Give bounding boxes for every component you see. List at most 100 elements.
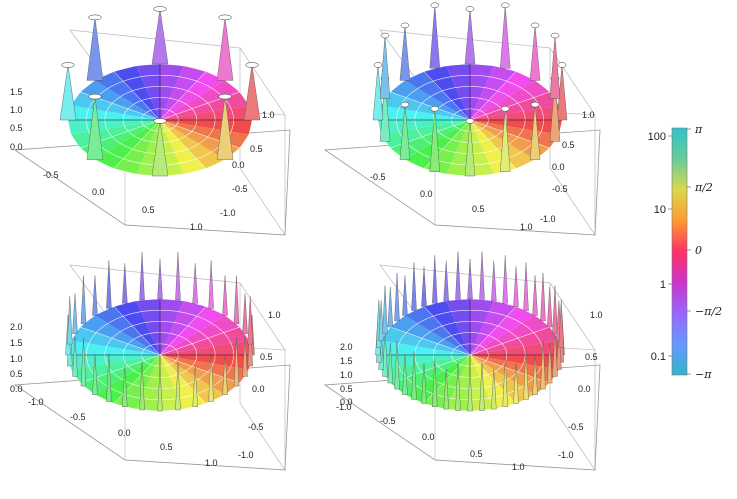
z-tick-label: 0.5: [340, 384, 353, 394]
spike: [523, 351, 529, 400]
spike: [122, 263, 128, 304]
phase-sector: [470, 65, 516, 120]
phase-sector: [160, 355, 252, 370]
spike: [479, 251, 485, 300]
spike: [242, 336, 248, 377]
spike: [467, 258, 473, 300]
phase-sector: [470, 355, 536, 404]
spike: [394, 341, 400, 390]
spike: [513, 363, 519, 404]
phase-sector: [390, 315, 470, 355]
phase-tick-label: −π: [695, 368, 712, 381]
spike-cap: [465, 118, 475, 124]
spike: [192, 366, 198, 407]
phase-sector: [94, 71, 160, 120]
phase-sector: [160, 355, 240, 395]
spike: [455, 251, 461, 300]
y-tick-label: -1.0: [220, 208, 236, 218]
spike: [157, 258, 163, 300]
spike: [151, 8, 169, 65]
spike: [523, 262, 529, 311]
spike: [479, 362, 485, 411]
radial-line: [390, 91, 471, 121]
phase-sector: [446, 299, 470, 355]
x-tick-label: 1.0: [190, 222, 203, 232]
y-tick-label: 1.0: [268, 310, 281, 320]
spike: [546, 286, 553, 328]
spike: [549, 78, 561, 142]
magnitude-tick-label: 1: [660, 279, 666, 291]
z-tick-label: 0.0: [10, 384, 23, 394]
phase-sector: [71, 355, 160, 383]
spike: [411, 262, 417, 311]
spike-cap: [500, 2, 510, 9]
surface-panel-bottom-right: [323, 251, 601, 471]
phase-sector: [378, 105, 470, 120]
spike: [122, 366, 128, 407]
spike: [464, 120, 476, 177]
y-tick-label: -1.0: [238, 450, 254, 460]
phase-sector: [470, 315, 550, 355]
x-tick-label: 0.0: [420, 189, 433, 199]
phase-sector: [470, 300, 516, 355]
phase-sector: [470, 299, 494, 355]
phase-sector: [68, 105, 160, 120]
spike: [499, 5, 511, 69]
phase-sector: [160, 120, 206, 175]
phase-sector: [470, 105, 562, 120]
spike: [394, 272, 400, 322]
spike: [151, 120, 169, 177]
spike: [399, 25, 411, 81]
spike: [208, 353, 214, 402]
phase-tick-label: π/2: [694, 181, 713, 194]
radial-line: [159, 306, 207, 356]
spike: [233, 338, 240, 387]
radial-line: [113, 306, 161, 356]
radial-line: [159, 119, 207, 169]
y-tick-label: 1.0: [582, 110, 595, 120]
z-tick-label: 1.5: [10, 338, 23, 348]
spike: [382, 328, 388, 377]
phase-sector: [68, 340, 160, 355]
phase-sector: [160, 120, 226, 169]
phase-sector: [446, 64, 470, 120]
spike: [558, 299, 564, 348]
spike-cap: [61, 62, 75, 68]
bounding-box-bottom: [124, 167, 286, 236]
z-tick-label: 1.5: [340, 356, 353, 366]
spike: [139, 361, 145, 411]
spike: [556, 329, 562, 370]
phase-sector: [136, 299, 160, 355]
spike: [429, 108, 441, 172]
y-tick-label: -1.0: [540, 214, 556, 224]
spike: [86, 96, 104, 160]
spike: [491, 369, 497, 410]
y-tick-label: 0.5: [562, 140, 575, 150]
y-tick-label: 0.5: [250, 144, 263, 154]
y-tick-label: -0.5: [248, 422, 264, 432]
phase-sector: [160, 315, 240, 355]
x-tick-label: -0.5: [370, 172, 386, 182]
spike-cap: [153, 6, 167, 12]
x-tick-label: 0.5: [160, 442, 173, 452]
spike: [233, 275, 240, 325]
spike: [455, 362, 461, 411]
phase-sector: [160, 64, 184, 120]
phase-tick-label: π: [694, 123, 703, 136]
spike-cap: [430, 105, 440, 112]
spike: [443, 260, 449, 302]
radial-line: [159, 354, 207, 404]
magnitude-tick-label: 0.1: [651, 351, 666, 363]
surface-panel-top-right: [323, 2, 601, 236]
x-tick-label: -0.5: [380, 416, 396, 426]
surface-panel-top-left: [13, 6, 291, 236]
spike: [464, 8, 476, 65]
phase-sector: [381, 355, 470, 383]
x-tick-label: 1.0: [205, 458, 218, 468]
spike: [106, 260, 112, 309]
spike: [529, 104, 541, 160]
spike: [549, 35, 561, 99]
spike: [402, 354, 408, 395]
phase-sector: [404, 306, 470, 355]
phase-sector: [378, 340, 470, 355]
